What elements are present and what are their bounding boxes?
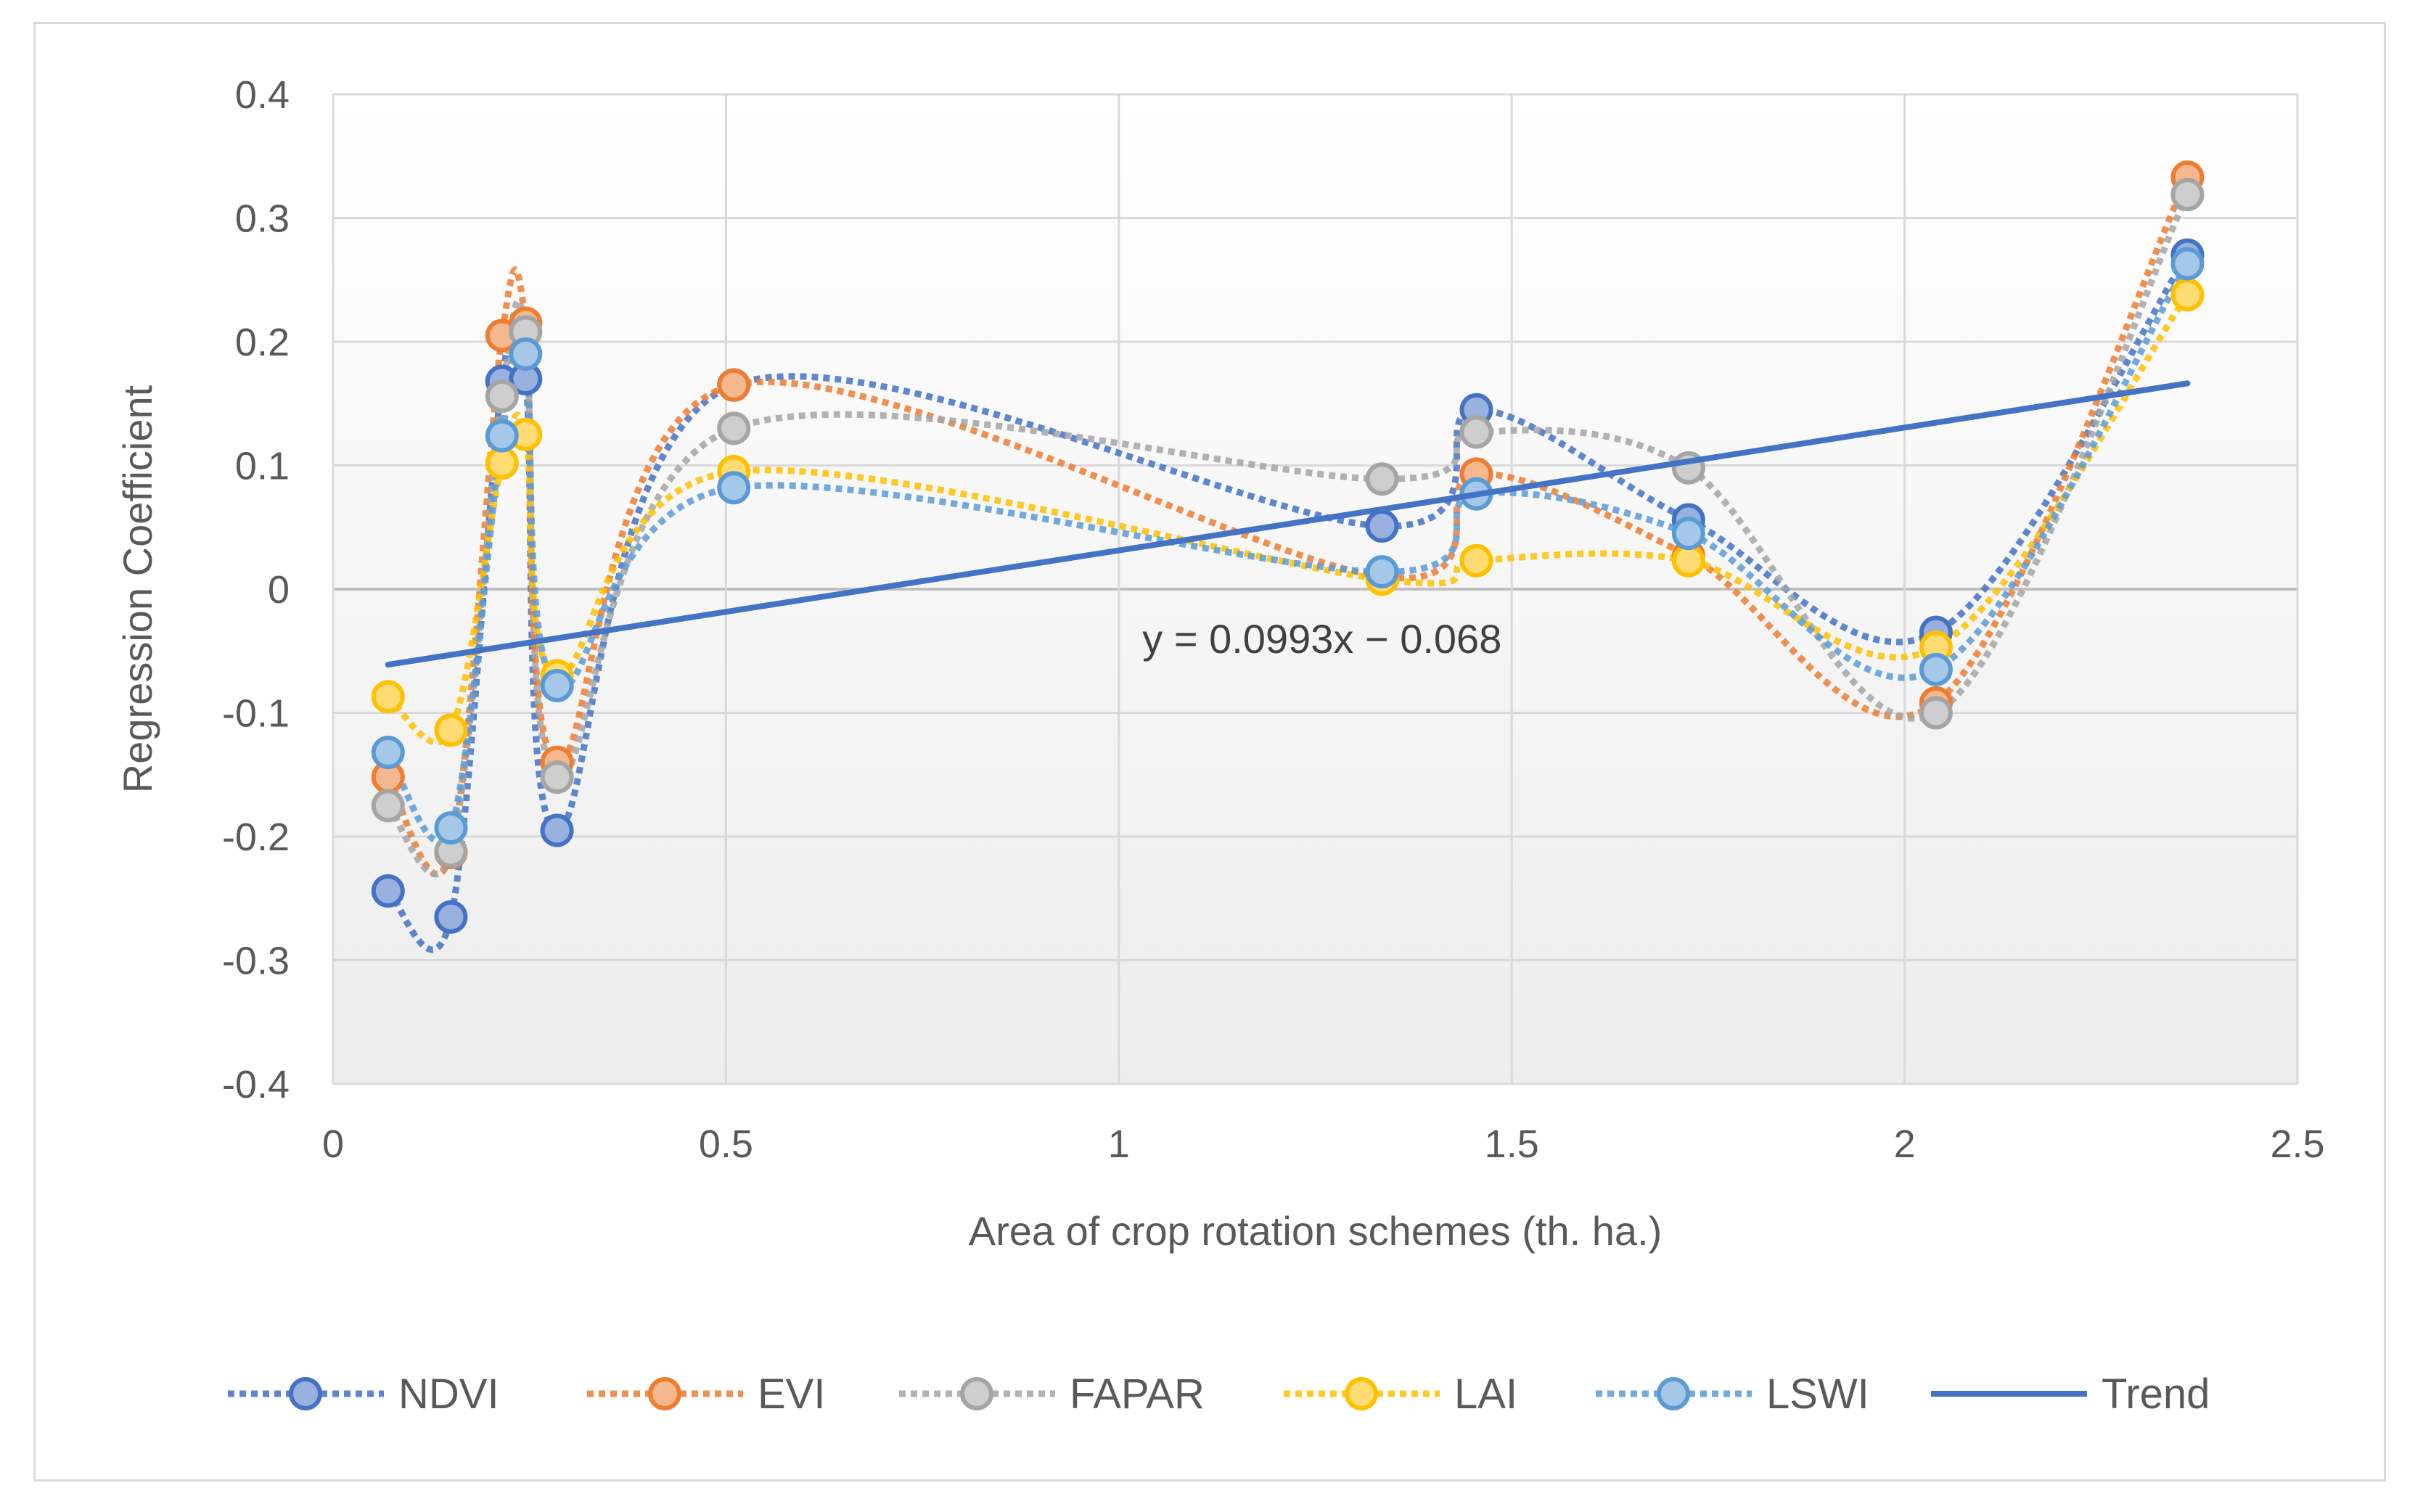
- data-point-lswi: [509, 337, 543, 371]
- data-point-lai: [2170, 278, 2205, 312]
- data-point-fapar: [371, 789, 405, 823]
- y-tick-label: -0.4: [222, 1063, 290, 1106]
- data-point-fapar: [1459, 415, 1493, 449]
- y-tick-label: 0.4: [235, 73, 290, 117]
- data-point-lai: [1459, 543, 1493, 578]
- chart-svg: 0.4 0.3 0.2 0.1 0 -0.1 -0.2 -0.3 -0.4 0 0.5 1 1.5 2 2.…: [115, 73, 2325, 1418]
- data-point-lswi: [1365, 555, 1399, 589]
- legend: NDVI EVI FAPAR LAI LSWI Trend: [228, 1371, 2210, 1418]
- legend-item-lai: LAI: [1284, 1371, 1517, 1418]
- legend-label: FAPAR: [1070, 1371, 1205, 1418]
- trend-line: [385, 380, 2191, 668]
- tick-label-layer: 0.4 0.3 0.2 0.1 0 -0.1 -0.2 -0.3 -0.4 0 0.5 1 1.5 2 2.…: [222, 73, 2325, 1166]
- legend-marker: [1657, 1377, 1690, 1410]
- legend-marker: [960, 1377, 993, 1410]
- legend-marker: [648, 1377, 681, 1410]
- y-tick-label: 0.3: [235, 197, 290, 241]
- legend-item-fapar: FAPAR: [899, 1371, 1205, 1418]
- y-tick-label: 0: [268, 568, 290, 612]
- legend-marker: [1345, 1377, 1378, 1410]
- legend-marker: [289, 1377, 322, 1410]
- legend-item-ndvi: NDVI: [228, 1371, 499, 1418]
- data-point-fapar: [2170, 178, 2205, 212]
- data-point-evi: [717, 368, 751, 402]
- legend-item-evi: EVI: [587, 1371, 826, 1418]
- data-point-fapar: [485, 379, 519, 414]
- y-tick-label: -0.3: [222, 940, 290, 983]
- series-layer: [371, 160, 2205, 953]
- legend-label: NDVI: [398, 1371, 499, 1418]
- data-point-fapar: [717, 411, 751, 445]
- data-point-ndvi: [1365, 509, 1399, 543]
- y-tick-label: 0.2: [235, 321, 290, 364]
- data-point-ndvi: [540, 813, 574, 847]
- trend-equation: y = 0.0993x − 0.068: [1142, 616, 1501, 662]
- data-point-lswi: [1919, 652, 1953, 686]
- x-tick-label: 2.5: [2270, 1122, 2324, 1166]
- legend-label: EVI: [758, 1371, 826, 1418]
- data-point-fapar: [540, 760, 574, 794]
- x-tick-label: 1: [1108, 1122, 1130, 1166]
- data-point-lswi: [2170, 247, 2205, 281]
- y-tick-label: -0.2: [222, 815, 290, 859]
- data-point-lai: [371, 680, 405, 714]
- x-axis-title: Area of crop rotation schemes (th. ha.): [969, 1208, 1663, 1254]
- y-tick-label: -0.1: [222, 692, 290, 736]
- legend-item-lswi: LSWI: [1596, 1371, 1869, 1418]
- legend-label: LAI: [1454, 1371, 1517, 1418]
- chart-frame: 0.4 0.3 0.2 0.1 0 -0.1 -0.2 -0.3 -0.4 0 0.5 1 1.5 2 2.…: [33, 22, 2386, 1482]
- data-point-lswi: [540, 668, 574, 702]
- data-point-lai: [1671, 543, 1705, 578]
- legend-label: LSWI: [1766, 1371, 1869, 1418]
- trend-layer: [385, 380, 2191, 668]
- y-axis-title: Regression Coefficient: [115, 385, 160, 793]
- grid-layer: [332, 93, 2299, 1085]
- data-point-fapar: [1919, 696, 1953, 730]
- data-point-lswi: [1671, 517, 1705, 551]
- y-tick-label: 0.1: [235, 445, 290, 488]
- data-point-lswi: [434, 811, 468, 845]
- series-line-lswi: [385, 262, 2191, 845]
- x-tick-label: 0: [322, 1122, 344, 1166]
- data-point-lswi: [717, 471, 751, 505]
- data-point-fapar: [1365, 462, 1399, 496]
- legend-item-trend: Trend: [1931, 1371, 2210, 1418]
- x-tick-label: 1.5: [1485, 1122, 1539, 1166]
- data-point-ndvi: [434, 900, 468, 934]
- x-tick-label: 0.5: [699, 1122, 753, 1166]
- data-point-lai: [485, 446, 519, 480]
- legend-label: Trend: [2102, 1371, 2210, 1418]
- data-point-lswi: [485, 419, 519, 453]
- data-point-lswi: [371, 736, 405, 770]
- data-point-lai: [434, 713, 468, 747]
- data-point-ndvi: [371, 874, 405, 908]
- x-tick-label: 2: [1894, 1122, 1916, 1166]
